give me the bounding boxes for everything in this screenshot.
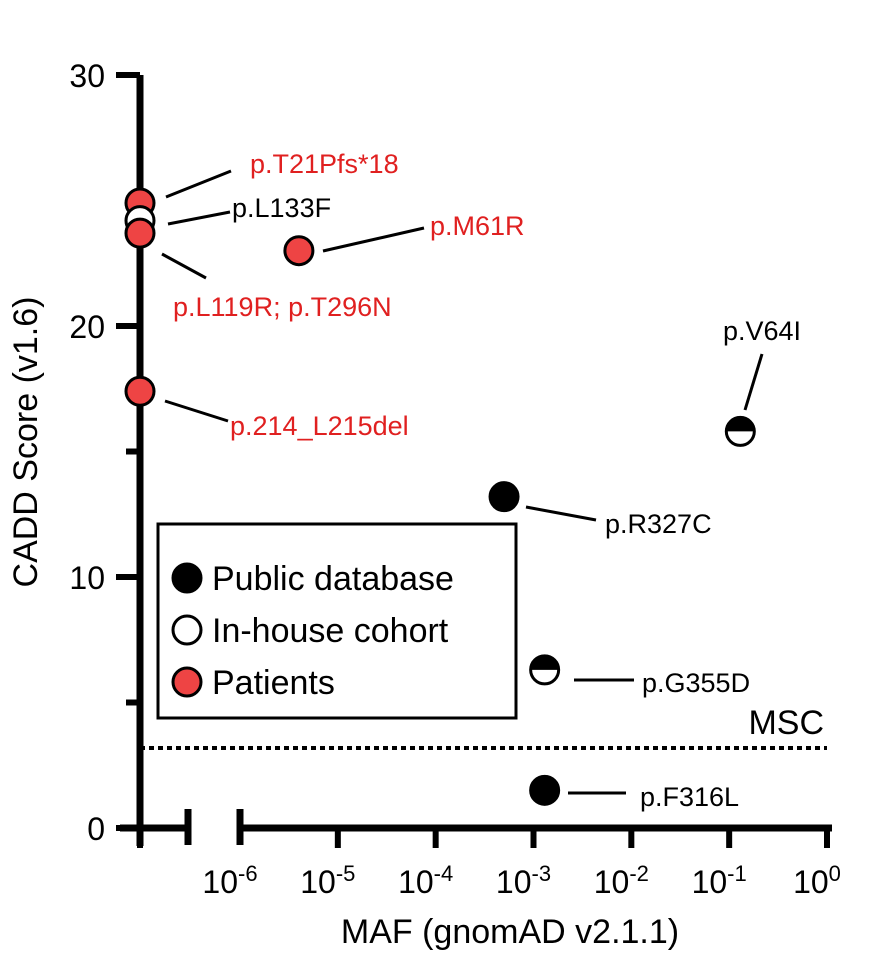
legend-label: In-house cohort bbox=[212, 612, 449, 650]
x-axis-title: MAF (gnomAD v2.1.1) bbox=[341, 913, 679, 951]
msc-label: MSC bbox=[748, 704, 824, 742]
data-point bbox=[529, 774, 561, 806]
point-label: p.V64I bbox=[723, 316, 801, 346]
point-label: p.R327C bbox=[605, 509, 712, 539]
y-axis: 0 10 20 30 CADD Score (v1.6) bbox=[7, 58, 144, 847]
x-tick-label: 100 bbox=[793, 861, 841, 900]
legend-box bbox=[156, 522, 518, 720]
data-point bbox=[283, 235, 315, 267]
y-axis-title: CADD Score (v1.6) bbox=[7, 297, 45, 588]
legend-marker bbox=[171, 666, 203, 698]
y-tick-label: 0 bbox=[87, 811, 105, 847]
point-label: p.214_L215del bbox=[230, 411, 409, 441]
data-points bbox=[124, 187, 756, 806]
point-label: p.T21Pfs*18 bbox=[250, 149, 399, 179]
x-tick-label: 10-5 bbox=[300, 861, 355, 900]
x-tick-label: 10-2 bbox=[594, 861, 649, 900]
legend-marker bbox=[171, 562, 203, 594]
y-ticks: 0 10 20 30 bbox=[69, 58, 140, 847]
data-point bbox=[724, 415, 756, 447]
x-tick-label: 10-6 bbox=[202, 861, 257, 900]
point-label: p.F316L bbox=[640, 782, 739, 812]
legend-label: Patients bbox=[212, 664, 335, 702]
y-tick-label: 10 bbox=[69, 560, 105, 596]
data-point bbox=[529, 654, 561, 686]
point-label: p.L119R; p.T296N bbox=[173, 292, 392, 322]
point-labels: p.T21Pfs*18 p.L133F p.L119R; p.T296N p.M61R… bbox=[173, 149, 801, 812]
leader-line bbox=[743, 353, 764, 411]
msc-threshold: MSC bbox=[140, 704, 827, 750]
y-tick-label: 20 bbox=[69, 309, 105, 345]
legend-marker bbox=[171, 614, 203, 646]
x-axis: 10-6 10-5 10-4 10-3 10-2 10-1 100 MAF (gnomAD … bbox=[120, 809, 841, 951]
leader-line bbox=[165, 169, 232, 199]
point-label: p.L133F bbox=[232, 193, 331, 223]
data-point bbox=[124, 375, 156, 407]
data-point bbox=[488, 481, 520, 513]
point-label: p.M61R bbox=[430, 211, 525, 241]
data-point bbox=[124, 217, 156, 249]
legend: Public database In-house cohort Patients bbox=[156, 522, 518, 720]
label-leaders bbox=[161, 169, 764, 795]
legend-items: Public database In-house cohort Patients bbox=[171, 560, 454, 702]
leader-line bbox=[164, 399, 229, 423]
legend-label: Public database bbox=[212, 560, 454, 598]
x-ticks: 10-6 10-5 10-4 10-3 10-2 10-1 100 bbox=[137, 828, 841, 900]
leader-line bbox=[525, 505, 597, 522]
x-tick-label: 10-3 bbox=[496, 861, 551, 900]
leader-line bbox=[161, 252, 207, 280]
point-label: p.G355D bbox=[642, 668, 750, 698]
leader-line bbox=[167, 210, 231, 226]
x-tick-label: 10-4 bbox=[398, 861, 453, 900]
x-tick-label: 10-1 bbox=[692, 861, 747, 900]
y-tick-label: 30 bbox=[69, 58, 105, 94]
leader-line bbox=[322, 226, 425, 253]
